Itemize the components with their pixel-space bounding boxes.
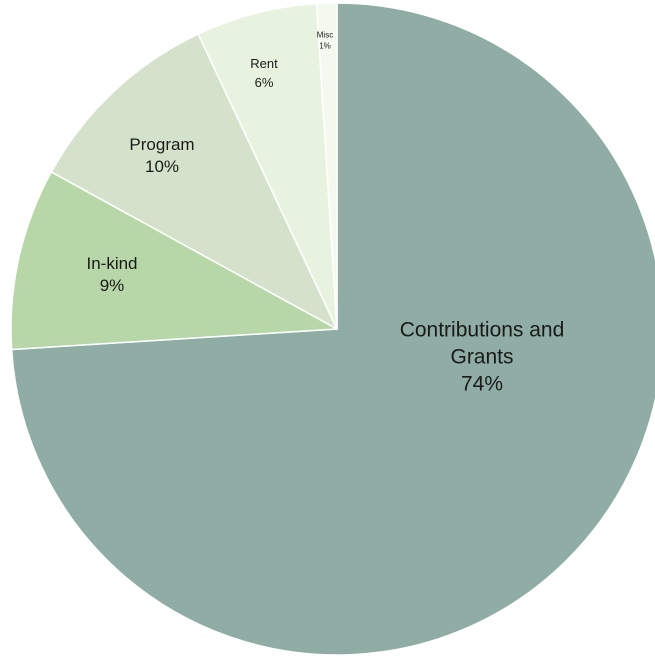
- slice-labels: Contributions and Grants 74% In-kind 9% Progr…: [86, 30, 564, 395]
- slice-percent-label: 6%: [255, 75, 274, 90]
- slice-name-label: In-kind: [86, 254, 137, 273]
- pie-slice-in-kind: [10, 171, 338, 351]
- slice-label-misc: Misc 1%: [317, 30, 333, 50]
- pie-slices: [10, 2, 655, 656]
- slice-label-in-kind: In-kind 9%: [86, 254, 137, 295]
- slice-percent-label: 74%: [461, 372, 503, 395]
- slice-percent-label: 9%: [100, 276, 125, 295]
- pie-slice-program: [50, 33, 338, 330]
- slice-name-label: Program: [129, 135, 194, 154]
- slice-name-label: Misc: [317, 30, 333, 39]
- slice-name-label: Grants: [450, 345, 513, 368]
- slice-label-rent: Rent 6%: [250, 56, 278, 90]
- slice-percent-label: 10%: [145, 157, 179, 176]
- slice-label-contributions-and-grants: Contributions and Grants 74%: [400, 318, 565, 395]
- pie-slice-contributions-and-grants: [10, 2, 655, 656]
- slice-percent-label: 1%: [319, 41, 331, 50]
- slice-name-label: Rent: [250, 56, 278, 71]
- pie-slice-misc: [315, 2, 338, 330]
- slice-name-label: Contributions and: [400, 318, 565, 341]
- pie-slice-rent: [197, 2, 338, 330]
- slice-label-program: Program 10%: [129, 135, 194, 176]
